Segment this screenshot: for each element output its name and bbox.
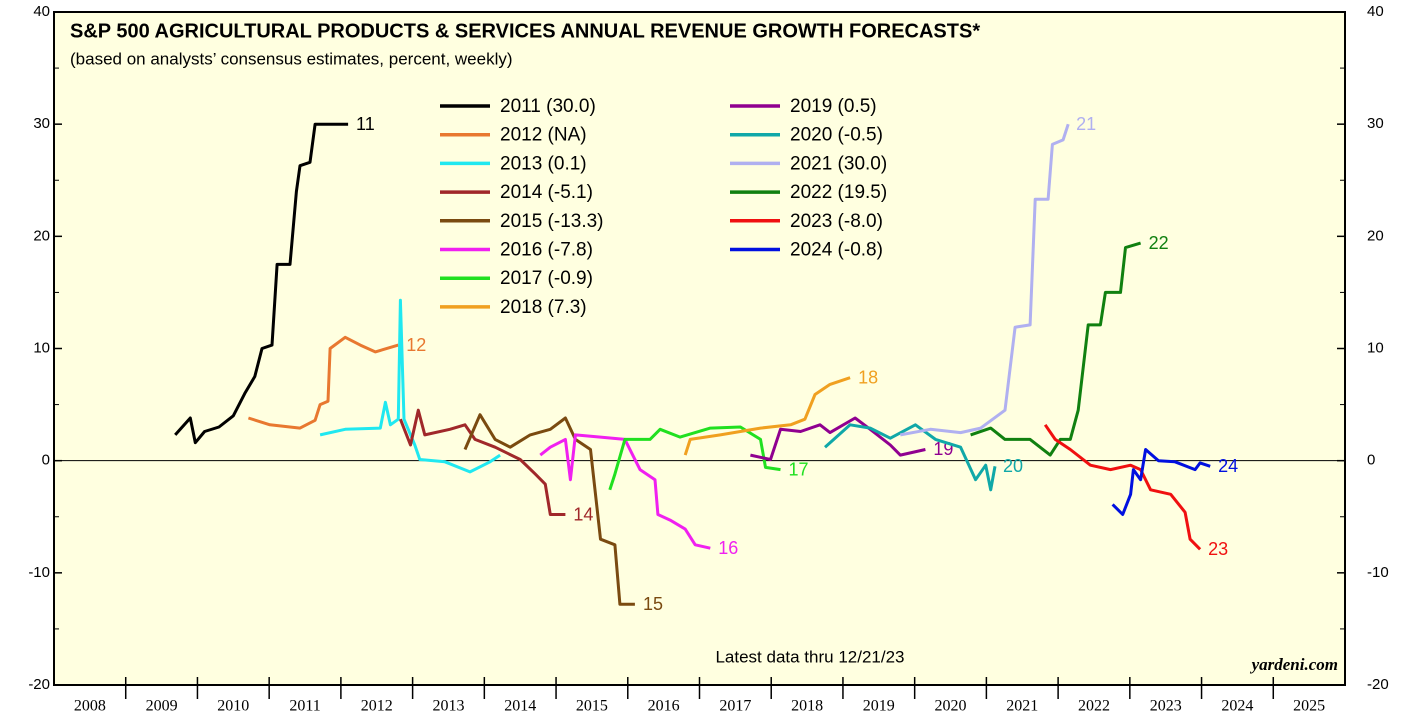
end-label: 21 (1076, 114, 1096, 134)
y-tick-label: 40 (33, 3, 50, 20)
x-tick-label: 2015 (576, 698, 608, 715)
series-line (824, 423, 997, 492)
end-label: 24 (1218, 456, 1238, 476)
x-tick-label: 2023 (1150, 698, 1182, 715)
end-label: 12 (406, 335, 426, 355)
x-tick-label: 2012 (361, 698, 393, 715)
series-line (463, 413, 635, 606)
x-tick-label: 2025 (1293, 698, 1325, 715)
end-label: 17 (789, 459, 809, 479)
x-tick-label: 2011 (289, 698, 320, 715)
series-line (319, 298, 501, 474)
x-tick-label: 2019 (863, 698, 895, 715)
y-tick-label: 10 (33, 339, 50, 356)
x-tick-label: 2013 (432, 698, 464, 715)
y2-tick-label: 10 (1367, 339, 1384, 356)
x-tick-label: 2010 (217, 698, 249, 715)
y2-tick-label: -20 (1367, 676, 1389, 693)
legend-label: 2012 (NA) (500, 125, 587, 146)
end-label: 16 (718, 538, 738, 558)
legend-label: 2015 (-13.3) (500, 211, 604, 232)
series-line (247, 335, 399, 430)
end-label: 18 (858, 367, 878, 387)
y2-tick-label: -10 (1367, 564, 1389, 581)
x-tick-label: 2017 (719, 698, 751, 715)
x-tick-label: 2020 (935, 698, 967, 715)
end-label: 20 (1003, 456, 1023, 476)
chart-title: S&P 500 AGRICULTURAL PRODUCTS & SERVICES… (70, 20, 980, 42)
legend-label: 2019 (0.5) (790, 96, 877, 117)
legend-label: 2013 (0.1) (500, 153, 587, 174)
y-tick-label: 20 (33, 227, 50, 244)
series-line (1111, 448, 1211, 516)
y-tick-label: -20 (28, 676, 50, 693)
y-tick-label: 30 (33, 115, 50, 132)
plot-area (53, 11, 1346, 686)
legend-label: 2020 (-0.5) (790, 125, 883, 146)
x-tick-label: 2024 (1221, 698, 1253, 715)
y-tick-label: -10 (28, 564, 50, 581)
series-line (399, 408, 566, 516)
series-line (683, 376, 851, 456)
source: yardeni.com (1250, 655, 1338, 674)
x-tick-label: 2016 (648, 698, 680, 715)
series-line (970, 241, 1142, 457)
end-label: 23 (1208, 539, 1228, 559)
legend-label: 2024 (-0.8) (790, 240, 883, 261)
series-line (608, 425, 781, 491)
x-tick-label: 2014 (504, 698, 536, 715)
y2-tick-label: 0 (1367, 452, 1375, 469)
series-line (900, 123, 1070, 437)
series-line (750, 416, 926, 461)
legend-label: 2011 (30.0) (500, 96, 596, 117)
legend-label: 2023 (-8.0) (790, 211, 883, 232)
end-label: 22 (1149, 233, 1169, 253)
legend-label: 2022 (19.5) (790, 182, 887, 203)
legend-label: 2021 (30.0) (790, 153, 887, 174)
x-tick-label: 2008 (74, 698, 106, 715)
x-tick-label: 2021 (1006, 698, 1038, 715)
legend-label: 2018 (7.3) (500, 297, 587, 318)
series-line (174, 122, 349, 445)
y-tick-label: 0 (42, 452, 50, 469)
x-tick-label: 2022 (1078, 698, 1110, 715)
y2-tick-label: 30 (1367, 115, 1384, 132)
series-line (1043, 423, 1202, 551)
y2-tick-label: 20 (1367, 227, 1384, 244)
annotation: Latest data thru 12/21/23 (715, 647, 904, 666)
y2-tick-label: 40 (1367, 3, 1384, 20)
end-label: 14 (573, 504, 593, 524)
chart-subtitle: (based on analysts’ consensus estimates,… (70, 49, 513, 68)
legend-label: 2016 (-7.8) (500, 240, 593, 261)
x-tick-label: 2009 (146, 698, 178, 715)
legend-label: 2017 (-0.9) (500, 268, 593, 289)
series-line (539, 433, 711, 550)
end-label: 11 (356, 114, 375, 134)
legend-label: 2014 (-5.1) (500, 182, 593, 203)
end-label: 15 (643, 594, 663, 614)
x-tick-label: 2018 (791, 698, 823, 715)
